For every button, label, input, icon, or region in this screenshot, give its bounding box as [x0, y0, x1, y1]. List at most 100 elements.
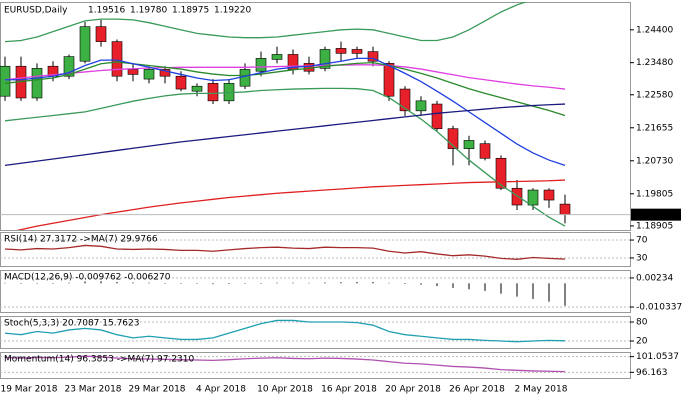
- histogram-bar: [196, 283, 198, 284]
- histogram-bar: [564, 283, 566, 306]
- candle-body: [351, 49, 363, 54]
- indicator-line: [4, 244, 566, 260]
- histogram-bar: [532, 283, 534, 299]
- chart-title: EURUSD,Daily: [4, 6, 68, 16]
- candle-body: [463, 140, 475, 149]
- candle-body: [319, 49, 331, 69]
- candle-body: [271, 54, 283, 60]
- histogram-bar: [420, 283, 422, 285]
- y-tick-label: 96.163: [636, 368, 668, 378]
- candle-body: [159, 69, 171, 77]
- y-tick-label: 101.0537: [636, 352, 679, 362]
- histogram-bar: [484, 283, 486, 291]
- indicator-line: [4, 319, 566, 343]
- y-tick-label: 80: [636, 318, 648, 328]
- histogram-bar: [20, 283, 22, 284]
- candle-body: [335, 48, 347, 54]
- candle-body: [175, 75, 187, 90]
- histogram-bar: [404, 283, 406, 284]
- candle-body: [111, 41, 123, 77]
- candle-body: [479, 143, 491, 159]
- histogram-bar: [84, 281, 86, 284]
- histogram-bar: [276, 282, 278, 284]
- y-tick-label: 20: [636, 337, 648, 347]
- y-tick-label: 1.18905: [636, 221, 673, 231]
- indicator-line: [4, 103, 566, 167]
- panel-title: Momentum(14) 96.3853 ->MA(7) 97.2310: [4, 355, 195, 365]
- y-tick-label: 70: [636, 236, 648, 246]
- price-label-box: [631, 208, 681, 221]
- panel-border: [0, 352, 631, 379]
- y-tick-label: 1.21655: [636, 123, 673, 133]
- histogram-bar: [36, 283, 38, 284]
- candle-body: [95, 26, 107, 42]
- x-tick-label: 10 Apr 2018: [257, 385, 313, 395]
- histogram-bar: [148, 282, 150, 284]
- candle-body: [431, 103, 443, 129]
- candle-body: [79, 26, 91, 62]
- histogram-bar: [100, 281, 102, 284]
- candle-body: [495, 157, 507, 189]
- candle-body: [239, 69, 251, 87]
- indicator-line: [4, 2, 528, 43]
- panel-border: [0, 232, 631, 267]
- indicator-line: [4, 64, 566, 90]
- histogram-bar: [4, 282, 6, 284]
- histogram-bar: [260, 283, 262, 284]
- indicator-line: [4, 87, 566, 227]
- x-tick-label: 29 Mar 2018: [128, 385, 185, 395]
- histogram-bar: [468, 283, 470, 290]
- x-tick-label: 2 May 2018: [515, 385, 568, 395]
- candle-body: [383, 63, 395, 97]
- histogram-bar: [132, 282, 134, 284]
- panel-border: [0, 316, 631, 349]
- y-tick-label: -0.010337: [636, 303, 682, 313]
- histogram-bar: [388, 282, 390, 284]
- candle-body: [367, 51, 379, 62]
- histogram-bar: [180, 283, 182, 284]
- candle-body: [0, 65, 11, 97]
- x-tick-label: 26 Apr 2018: [449, 385, 505, 395]
- histogram-bar: [164, 283, 166, 284]
- ohlc-value: 1.19516: [88, 6, 125, 16]
- x-tick-label: 20 Apr 2018: [385, 385, 441, 395]
- histogram-bar: [212, 283, 214, 285]
- histogram-bar: [516, 283, 518, 297]
- candle-body: [527, 189, 539, 206]
- y-tick-label: 1.24400: [636, 25, 673, 35]
- candle-body: [415, 100, 427, 112]
- y-tick-label: 1.19805: [636, 189, 673, 199]
- histogram-bar: [68, 282, 70, 284]
- y-tick-label: 1.22580: [636, 90, 673, 100]
- histogram-bar: [228, 283, 230, 284]
- candle-body: [399, 88, 411, 112]
- histogram-bar: [116, 281, 118, 284]
- candle-body: [207, 83, 219, 102]
- y-tick-label: 1.20730: [636, 156, 673, 166]
- candle-body: [543, 189, 555, 201]
- histogram-bar: [452, 283, 454, 288]
- histogram-bar: [356, 281, 358, 284]
- x-tick-label: 19 Mar 2018: [0, 385, 57, 395]
- histogram-bar: [244, 283, 246, 284]
- histogram-bar: [340, 282, 342, 284]
- x-tick-label: 23 Mar 2018: [64, 385, 121, 395]
- candle-body: [31, 68, 43, 99]
- candle-body: [447, 128, 459, 149]
- price-label: 1.19220: [634, 210, 671, 220]
- candle-body: [559, 203, 571, 215]
- ohlc-value: 1.19220: [214, 6, 251, 16]
- y-tick-label: 30: [636, 253, 648, 263]
- candle-body: [127, 69, 139, 75]
- histogram-bar: [292, 282, 294, 284]
- candle-body: [63, 56, 75, 77]
- indicator-line: [4, 355, 566, 373]
- y-tick-label: 0.00234: [636, 273, 673, 283]
- y-tick-label: 1.23480: [636, 58, 673, 68]
- panel-border: [0, 270, 631, 313]
- x-tick-label: 4 Apr 2018: [196, 385, 246, 395]
- histogram-bar: [308, 282, 310, 284]
- x-tick-label: 16 Apr 2018: [321, 385, 377, 395]
- ohlc-value: 1.19780: [130, 6, 167, 16]
